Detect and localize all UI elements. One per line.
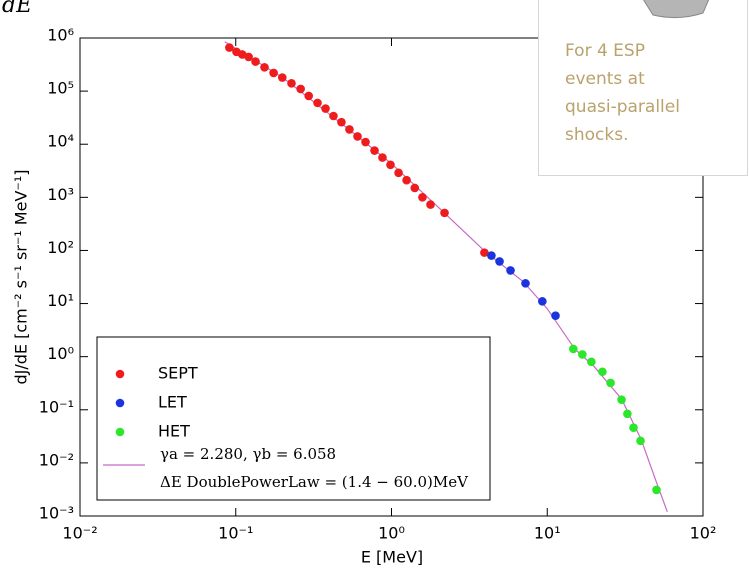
data-point	[410, 183, 420, 193]
legend-label: SEPT	[158, 364, 198, 383]
y-tick-label: 10³	[47, 185, 74, 204]
y-tick-label: 10¹	[47, 291, 74, 310]
legend-fit-label: ΔE DoublePowerLaw = (1.4 − 60.0)MeV	[160, 473, 469, 491]
x-tick-label: 10²	[690, 524, 717, 543]
data-point	[521, 279, 530, 288]
data-point	[636, 436, 645, 446]
data-point	[629, 423, 638, 432]
data-point	[394, 168, 403, 178]
data-point	[251, 57, 260, 66]
data-point	[269, 68, 278, 78]
data-point	[370, 146, 379, 155]
legend-marker	[115, 398, 125, 408]
x-tick-label: 10⁻²	[62, 524, 97, 543]
legend-box	[96, 336, 491, 501]
legend-label: HET	[158, 422, 190, 441]
data-point	[440, 208, 449, 218]
note-line: events at	[565, 69, 645, 89]
note-line: For 4 ESP	[565, 41, 645, 61]
data-point	[244, 52, 253, 62]
data-point	[277, 73, 287, 82]
note-line: quasi-parallel	[565, 97, 680, 117]
data-point	[378, 153, 387, 162]
legend-marker	[115, 369, 125, 379]
data-point	[506, 266, 515, 275]
data-point	[225, 43, 234, 52]
data-point	[426, 200, 435, 209]
y-tick-label: 10⁰	[47, 344, 74, 363]
y-tick-label: 10⁶	[47, 26, 74, 45]
note-image-shape	[643, 0, 710, 19]
data-point	[402, 175, 411, 185]
x-tick-label: 10⁻¹	[218, 524, 253, 543]
data-point	[623, 409, 632, 419]
data-point	[587, 357, 596, 367]
y-tick-label: 10⁻²	[39, 450, 74, 469]
data-point	[345, 125, 354, 134]
data-point	[578, 350, 587, 359]
y-tick-label: 10⁴	[47, 132, 74, 151]
data-point	[237, 50, 247, 59]
x-tick-label: 10¹	[534, 524, 561, 543]
y-tick-label: 10⁵	[47, 79, 74, 98]
data-point	[538, 297, 547, 306]
data-point	[353, 132, 362, 141]
data-point	[480, 248, 489, 257]
data-point	[329, 111, 338, 121]
y-tick-label: 10⁻¹	[39, 397, 74, 416]
data-point	[487, 251, 496, 260]
data-point	[495, 257, 504, 266]
data-point	[617, 395, 626, 404]
y-axis-label: dJ/dE [cm⁻² s⁻¹ sr⁻¹ MeV⁻¹]	[12, 169, 31, 384]
data-point	[569, 344, 578, 354]
data-point	[418, 193, 427, 202]
data-point	[287, 79, 296, 88]
data-point	[304, 91, 313, 101]
data-point	[386, 160, 395, 170]
x-axis-label: E [MeV]	[361, 548, 423, 567]
data-point	[598, 367, 607, 377]
legend-marker	[115, 427, 125, 437]
data-point	[551, 311, 560, 321]
x-tick-label: 10⁰	[378, 524, 405, 543]
data-point	[337, 117, 346, 127]
corner-text: dE	[2, 0, 32, 18]
data-point	[361, 137, 370, 147]
y-tick-label: 10⁻³	[39, 504, 74, 523]
data-point	[652, 485, 661, 495]
data-point	[321, 104, 330, 113]
note-card: For 4 ESP events at quasi-parallel shocks.	[538, 0, 748, 176]
legend-fit-label: γa = 2.280, γb = 6.058	[160, 445, 336, 463]
note-image	[643, 0, 710, 19]
note-line: shocks.	[565, 125, 629, 145]
data-point	[296, 84, 305, 94]
data-point	[260, 63, 269, 72]
data-point	[313, 98, 322, 108]
legend-label: LET	[158, 393, 187, 412]
y-tick-label: 10²	[47, 238, 74, 257]
data-point	[606, 378, 615, 388]
